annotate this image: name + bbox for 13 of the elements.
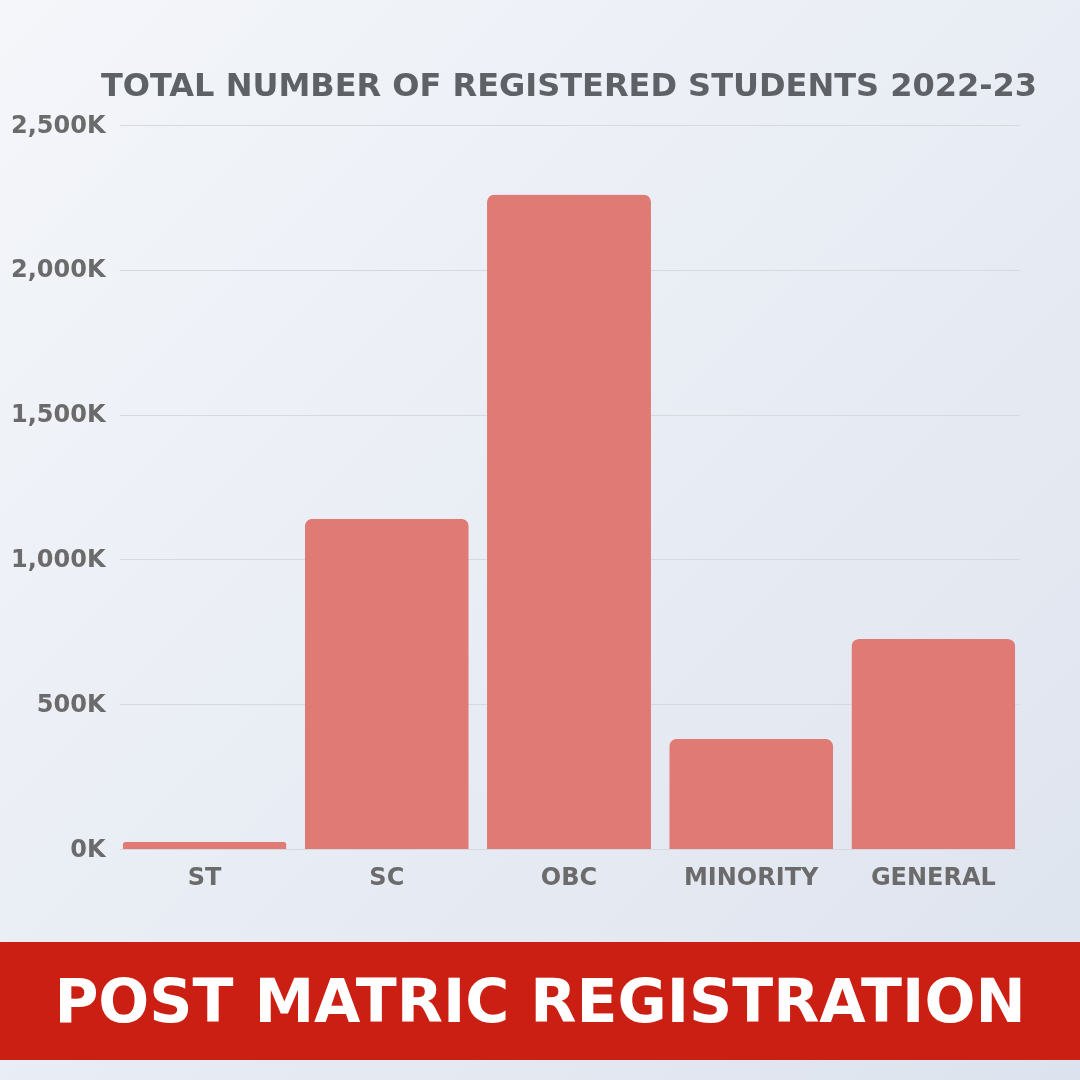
y-tick-label: 2,500K xyxy=(10,110,107,139)
x-tick-label: SC xyxy=(369,862,405,891)
chart-title: TOTAL NUMBER OF REGISTERED STUDENTS 2022-23 xyxy=(100,66,1038,104)
y-tick-label: 2,000K xyxy=(10,255,107,284)
y-tick-label: 500K xyxy=(36,689,107,718)
text: POST MATRIC REGISTRATION xyxy=(0,942,1080,1060)
x-tick-label: OBC xyxy=(540,862,598,891)
x-tick-label: MINORITY xyxy=(683,862,820,891)
y-tick-label: 0K xyxy=(70,834,107,863)
y-tick-label: 1,500K xyxy=(10,400,107,429)
x-tick-label: ST xyxy=(187,862,223,891)
x-tick-label: GENERAL xyxy=(870,862,996,891)
y-tick-label: 1,000K xyxy=(10,544,107,573)
